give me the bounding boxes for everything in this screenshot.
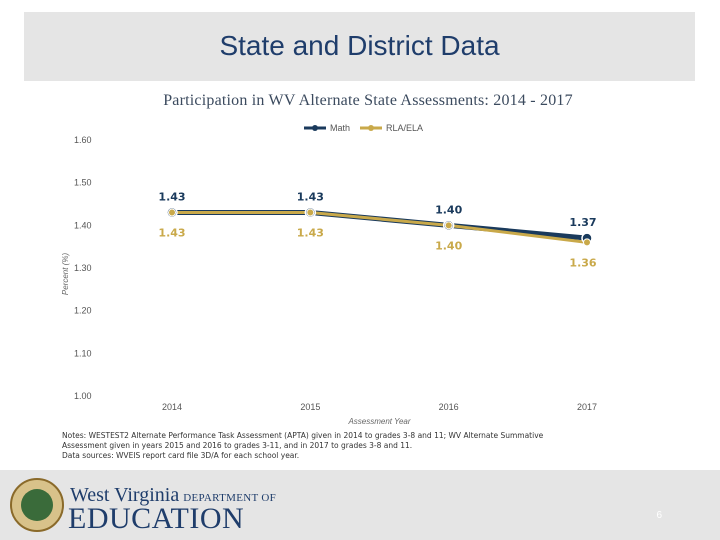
y-axis-label: Percent (%) bbox=[61, 253, 70, 296]
chart-notes: Notes: WESTEST2 Alternate Performance Ta… bbox=[62, 431, 582, 461]
data-point-rlaela bbox=[168, 208, 176, 217]
x-axis-label: Assessment Year bbox=[347, 417, 410, 426]
legend-label-rlaela: RLA/ELA bbox=[386, 123, 423, 133]
chart-area: Participation in WV Alternate State Asse… bbox=[42, 84, 694, 470]
slide-title: State and District Data bbox=[219, 30, 500, 61]
data-label-math: 1.43 bbox=[297, 191, 324, 204]
y-tick-label: 1.30 bbox=[74, 263, 92, 273]
y-tick-label: 1.50 bbox=[74, 178, 92, 188]
y-tick-label: 1.40 bbox=[74, 220, 92, 230]
legend-label-math: Math bbox=[330, 123, 350, 133]
legend-marker-math bbox=[312, 125, 318, 131]
logo-education: EDUCATION bbox=[68, 502, 245, 535]
footer-bar: West Virginia DEPARTMENT OF EDUCATION 6 bbox=[0, 470, 720, 540]
notes-line-1: Notes: WESTEST2 Alternate Performance Ta… bbox=[62, 431, 544, 440]
data-label-math: 1.40 bbox=[435, 203, 462, 216]
data-label-rla: 1.36 bbox=[569, 256, 596, 269]
state-seal-icon bbox=[10, 478, 64, 532]
data-point-rlaela bbox=[306, 208, 315, 217]
notes-line-3: Data sources: WVEIS report card file 3D/… bbox=[62, 451, 300, 460]
data-label-rla: 1.40 bbox=[435, 239, 462, 252]
x-tick-label: 2014 bbox=[162, 402, 182, 412]
y-tick-label: 1.20 bbox=[74, 306, 92, 316]
page-number: 6 bbox=[656, 510, 662, 521]
notes-line-2: Assessment given in years 2015 and 2016 … bbox=[62, 441, 413, 450]
series-line-rlaela bbox=[172, 211, 588, 244]
logo-department-of: DEPARTMENT OF bbox=[183, 492, 277, 504]
data-label-rla: 1.43 bbox=[158, 227, 185, 240]
x-tick-label: 2015 bbox=[300, 402, 320, 412]
logo-text-top: West Virginia DEPARTMENT OF bbox=[70, 484, 276, 507]
y-tick-label: 1.10 bbox=[74, 348, 92, 358]
line-chart: 1.00 1.10 1.20 1.30 1.40 1.50 1.60 2014 2015 2016… bbox=[61, 123, 597, 426]
data-label-rla: 1.43 bbox=[297, 227, 324, 240]
y-tick-label: 1.00 bbox=[74, 391, 92, 401]
data-label-math: 1.43 bbox=[158, 191, 185, 204]
logo-west-virginia: West Virginia bbox=[70, 484, 180, 506]
data-point-rlaela bbox=[444, 221, 453, 230]
data-point-rlaela bbox=[583, 238, 591, 247]
x-tick-label: 2017 bbox=[577, 402, 597, 412]
data-label-math: 1.37 bbox=[569, 216, 596, 229]
y-tick-label: 1.60 bbox=[74, 135, 92, 145]
title-band: State and District Data bbox=[24, 12, 695, 81]
chart-title: Participation in WV Alternate State Asse… bbox=[163, 92, 573, 109]
x-tick-label: 2016 bbox=[439, 402, 459, 412]
legend-marker-rlaela bbox=[368, 125, 374, 131]
